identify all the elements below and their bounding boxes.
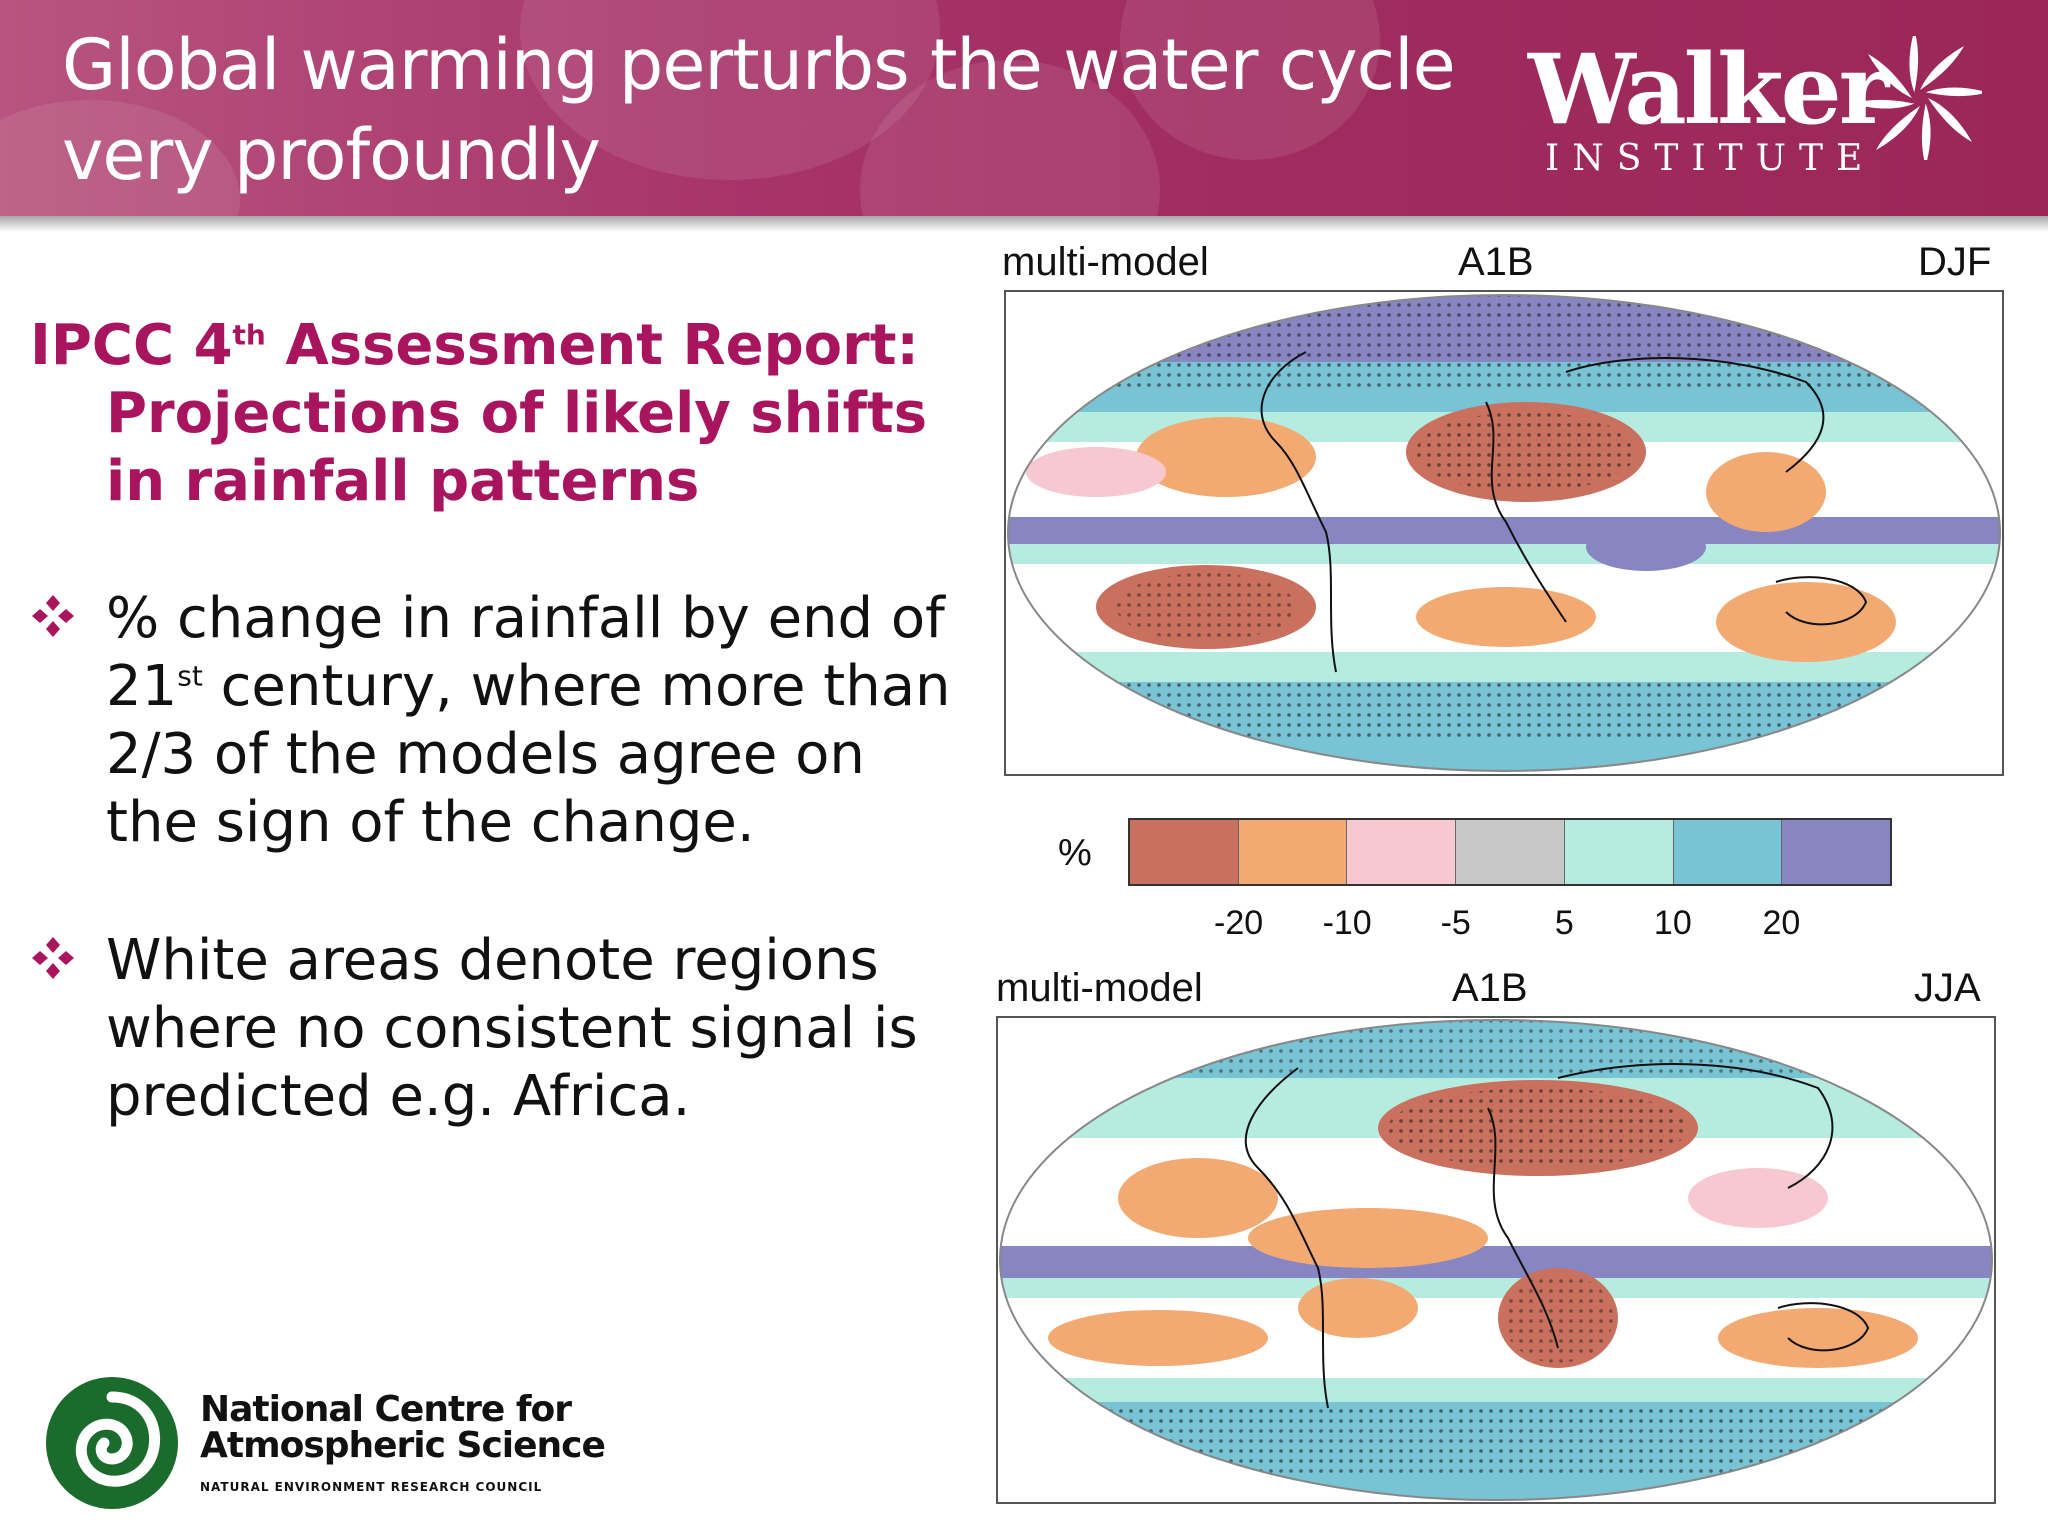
ncas-name: National Centre for Atmospheric Science — [200, 1389, 606, 1466]
ncas-logo-icon — [46, 1377, 178, 1509]
color-scale-segment — [1782, 820, 1891, 884]
heading-line1-sup: th — [232, 318, 266, 352]
ncas-subtitle: NATURAL ENVIRONMENT RESEARCH COUNCIL — [200, 1480, 543, 1494]
map1-label-season: DJF — [1918, 240, 1992, 284]
color-scale-tick-label: -10 — [1322, 904, 1372, 942]
bullet-item: % change in rainfall by end of 21st cent… — [30, 585, 960, 857]
color-scale-segment — [1130, 820, 1239, 884]
bullet1-text-part1: % change in rainfall by end of 21 — [106, 586, 945, 719]
map-jja-graphic — [999, 1019, 1993, 1501]
color-scale-tick-label: 5 — [1554, 904, 1574, 942]
walker-logo-name: Walker — [1528, 33, 1889, 146]
walker-logo-subtitle: INSTITUTE — [1545, 138, 1876, 179]
diamond-bullet-icon — [32, 595, 74, 637]
color-scale-tick-label: -20 — [1213, 904, 1264, 942]
color-scale-segment — [1238, 820, 1348, 884]
color-scale-segment — [1456, 820, 1565, 884]
color-scale-tick-label: -5 — [1440, 904, 1471, 942]
heading-line2: Projections of likely shifts — [106, 381, 928, 446]
color-scale — [1128, 818, 1892, 886]
map2-label-model: multi-model — [996, 966, 1203, 1010]
banner-shadow — [0, 216, 2048, 232]
bullet-item: White areas denote regions where no cons… — [30, 927, 960, 1131]
heading-line1-pre: IPCC 4 — [30, 313, 233, 378]
map2-label-scenario: A1B — [1452, 966, 1528, 1010]
header-banner: Global warming perturbs the water cycle … — [0, 0, 2048, 216]
map1-label-model: multi-model — [1002, 240, 1209, 284]
bullet1-sup: st — [177, 659, 203, 693]
map-djf — [1004, 290, 2004, 776]
color-scale-tick-label: 10 — [1653, 904, 1692, 942]
color-scale-segment — [1564, 820, 1674, 884]
map-djf-graphic — [1007, 294, 2001, 772]
bullet-text: White areas denote regions where no cons… — [106, 928, 918, 1129]
bullet-text: % change in rainfall by end of 21st cent… — [30, 585, 960, 857]
heading-line3: in rainfall patterns — [106, 449, 700, 514]
map1-label-scenario: A1B — [1458, 240, 1534, 284]
walker-emblem-icon — [1858, 36, 1982, 160]
color-scale-segment — [1673, 820, 1783, 884]
report-heading: IPCC 4th Assessment Report: Projections … — [30, 312, 950, 516]
slide-title: Global warming perturbs the water cycle … — [62, 20, 1462, 200]
slide-title-line2: very profoundly — [62, 114, 601, 196]
ncas-name-line2: Atmospheric Science — [200, 1425, 606, 1466]
bullet1-text-part2: century, where more than 2/3 of the mode… — [106, 654, 951, 855]
scale-unit: % — [1058, 832, 1092, 874]
map-jja — [996, 1016, 1996, 1504]
heading-line1: IPCC 4th Assessment Report: — [30, 313, 919, 378]
heading-line1-post: Assessment Report: — [265, 313, 919, 378]
ncas-name-line1: National Centre for — [200, 1389, 572, 1430]
color-scale-segment — [1347, 820, 1457, 884]
slide-title-line1: Global warming perturbs the water cycle — [62, 24, 1456, 106]
map2-label-season: JJA — [1914, 966, 1981, 1010]
diamond-bullet-icon — [32, 937, 74, 979]
color-scale-tick-label: 20 — [1762, 904, 1801, 942]
